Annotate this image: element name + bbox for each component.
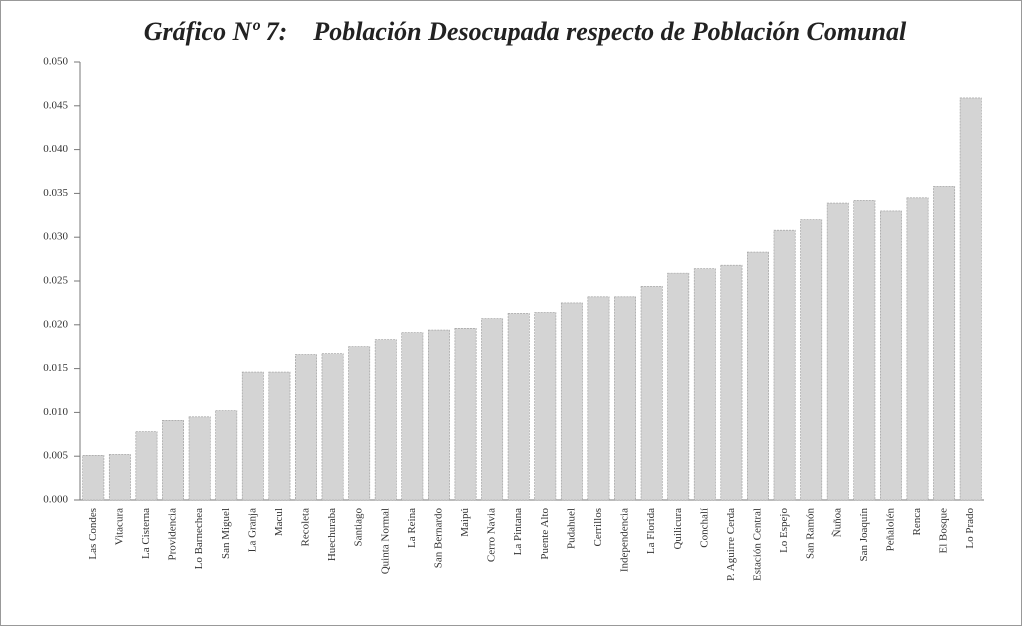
bar xyxy=(374,339,397,501)
chart-title: Gráfico Nº 7: Población Desocupada respe… xyxy=(144,17,907,46)
x-tick-label: Providencia xyxy=(167,508,179,561)
bar xyxy=(215,410,238,501)
bar xyxy=(800,219,823,501)
x-tick-label: La Florida xyxy=(645,508,657,554)
y-tick-label: 0.025 xyxy=(43,275,68,287)
x-tick-label: Lo Prado xyxy=(964,508,976,549)
y-tick-label: 0.050 xyxy=(43,56,68,68)
bar xyxy=(268,371,291,501)
bar xyxy=(667,272,690,501)
x-tick-label: La Granja xyxy=(246,508,258,552)
x-tick-label: Quilicura xyxy=(672,508,684,550)
bar xyxy=(614,296,636,501)
y-tick-label: 0.040 xyxy=(43,143,68,155)
bar xyxy=(162,419,184,501)
bar xyxy=(401,332,424,501)
bar xyxy=(747,251,769,501)
bar xyxy=(853,200,876,501)
x-tick-label: Pudahuel xyxy=(565,508,577,549)
x-tick-label: Cerro Navia xyxy=(486,508,498,562)
y-tick-label: 0.005 xyxy=(43,450,68,462)
bar xyxy=(108,454,131,501)
x-tick-label: San Bernardo xyxy=(432,508,444,569)
x-tick-label: Conchalí xyxy=(698,508,710,548)
x-tick-label: Cerrillos xyxy=(592,508,604,547)
x-tick-label: El Bosque xyxy=(938,508,950,554)
x-tick-label: Estación Central xyxy=(752,508,764,581)
x-tick-label: La Pintana xyxy=(512,508,524,555)
bar xyxy=(241,371,264,501)
bar xyxy=(321,353,344,501)
bar xyxy=(773,229,796,501)
x-tick-label: Santiago xyxy=(353,508,365,547)
y-tick-label: 0.010 xyxy=(43,406,68,418)
y-tick-label: 0.020 xyxy=(43,318,68,330)
bar xyxy=(428,329,450,501)
x-tick-label: La Cisterna xyxy=(140,508,152,559)
x-tick-label: Lo Espejo xyxy=(778,508,790,553)
x-tick-label: San Miguel xyxy=(220,508,232,559)
bar xyxy=(454,328,477,501)
bar xyxy=(82,455,105,501)
bar xyxy=(720,264,743,501)
bar xyxy=(507,313,530,501)
x-tick-label: Lo Barnechea xyxy=(193,508,205,569)
bar xyxy=(906,197,929,501)
x-tick-label: Recoleta xyxy=(300,508,312,547)
x-tick-label: Macul xyxy=(273,508,285,536)
x-tick-label: P. Aguirre Cerda xyxy=(725,508,737,581)
x-tick-label: San Joaquín xyxy=(858,508,870,562)
y-tick-label: 0.000 xyxy=(43,494,68,506)
bar xyxy=(693,268,716,501)
x-tick-label: Maipú xyxy=(459,508,471,537)
bar xyxy=(959,97,982,501)
x-tick-label: Renca xyxy=(911,508,923,536)
x-tick-label: Ñuñoa xyxy=(831,508,843,537)
bar xyxy=(188,416,211,501)
x-tick-label: San Ramón xyxy=(805,508,817,560)
bar xyxy=(640,285,663,501)
y-tick-label: 0.030 xyxy=(43,231,68,243)
bar xyxy=(481,318,504,501)
y-tick-label: 0.035 xyxy=(43,187,68,199)
bar xyxy=(348,346,371,501)
y-tick-label: 0.015 xyxy=(43,362,68,374)
bar xyxy=(135,431,158,501)
bar xyxy=(295,354,317,501)
x-tick-label: La Reina xyxy=(406,508,418,548)
x-tick-label: Puente Alto xyxy=(539,508,551,560)
x-tick-label: Vitacura xyxy=(113,508,125,545)
x-tick-label: Quinta Normal xyxy=(379,508,391,574)
x-tick-label: Peñalolén xyxy=(884,508,896,552)
y-tick-label: 0.045 xyxy=(43,99,68,111)
x-tick-label: Las Condes xyxy=(87,508,99,560)
bar xyxy=(560,302,583,501)
bar xyxy=(534,312,557,501)
x-tick-label: Huechuraba xyxy=(326,508,338,561)
bar xyxy=(933,186,956,501)
bar xyxy=(826,202,849,501)
bar xyxy=(880,210,902,501)
bar xyxy=(587,296,610,501)
x-tick-label: Independencia xyxy=(619,508,631,572)
